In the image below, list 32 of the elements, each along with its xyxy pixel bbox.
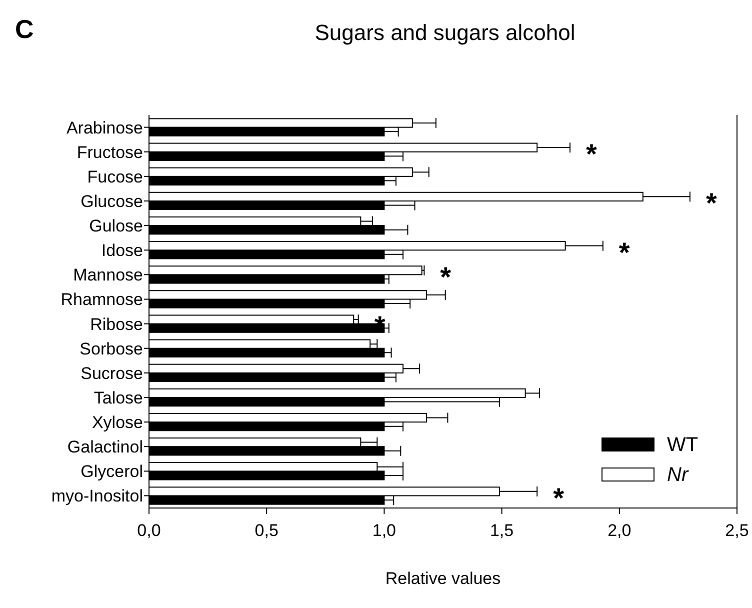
y-tick-label: Mannose <box>73 266 143 285</box>
y-tick-label: Sucrose <box>80 364 143 383</box>
x-tick-label: 0,0 <box>137 521 161 540</box>
chart-title: Sugars and sugars alcohol <box>314 20 576 45</box>
y-tick-label: Rhamnose <box>60 290 143 310</box>
annotation: * <box>440 261 452 292</box>
legend-label: WT <box>667 434 698 456</box>
x-tick-label: 2,5 <box>725 521 749 540</box>
y-tick-label: Sorbose <box>80 339 143 358</box>
y-tick-label: Xylose <box>92 413 143 432</box>
annotation: * <box>586 138 598 170</box>
y-tick-label: Fructose <box>76 142 143 162</box>
x-tick-label: 1,0 <box>372 521 396 540</box>
text: C <box>15 14 34 44</box>
y-tick-label: Glycerol <box>80 462 143 482</box>
y-tick-label: Talose <box>94 388 143 408</box>
y-tick-label: Ribose <box>90 314 143 334</box>
x-tick-label: 0,5 <box>254 521 278 540</box>
y-tick-label: Gulose <box>89 216 143 236</box>
annotation: * <box>706 188 717 219</box>
y-tick-label: Galactinol <box>67 438 143 457</box>
y-tick-label: Idose <box>101 241 143 260</box>
y-tick-label: Glucose <box>80 192 143 211</box>
x-axis-title: Relative values <box>385 569 501 588</box>
annotation: * <box>553 482 564 514</box>
y-tick-label: Arabinose <box>66 118 143 138</box>
y-tick-label: Fucose <box>87 167 143 186</box>
y-tick-label: myo-Inositol <box>51 486 143 506</box>
legend-label: Nr <box>667 464 690 486</box>
x-tick-label: 1,5 <box>490 521 514 540</box>
x-tick-label: 2,0 <box>608 521 632 540</box>
annotation: * <box>618 236 630 268</box>
